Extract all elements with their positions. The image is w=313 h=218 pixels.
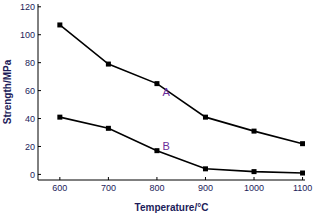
marker bbox=[203, 115, 208, 120]
y-tick bbox=[38, 62, 41, 63]
chart: 0 20 40 60 80 100 120 600 700 800 900 1000 1100 Tempe… bbox=[0, 0, 313, 218]
x-tick-label: 1000 bbox=[244, 183, 264, 193]
marker bbox=[300, 171, 305, 176]
x-tick-label: 600 bbox=[52, 183, 67, 193]
y-tick-label: 100 bbox=[20, 30, 35, 40]
marker bbox=[300, 141, 305, 146]
x-tick bbox=[254, 177, 255, 180]
y-tick bbox=[38, 34, 41, 35]
marker bbox=[252, 129, 257, 134]
x-tick bbox=[205, 177, 206, 180]
marker bbox=[106, 62, 111, 67]
x-tick-label: 900 bbox=[198, 183, 213, 193]
x-tick-label: 800 bbox=[149, 183, 164, 193]
marker bbox=[154, 81, 159, 86]
marker bbox=[154, 148, 159, 153]
y-tick bbox=[38, 6, 41, 7]
x-tick bbox=[156, 177, 157, 180]
x-axis bbox=[38, 180, 305, 181]
marker bbox=[57, 115, 62, 120]
series-label: B bbox=[163, 140, 170, 152]
y-tick-label: 0 bbox=[30, 170, 35, 180]
y-tick-label: 80 bbox=[25, 58, 35, 68]
y-tick bbox=[38, 90, 41, 91]
y-tick bbox=[38, 118, 41, 119]
x-axis-label: Temperature/°C bbox=[135, 202, 209, 213]
series-line bbox=[60, 117, 303, 173]
plot-area bbox=[57, 22, 305, 175]
y-tick-label: 60 bbox=[25, 86, 35, 96]
y-tick bbox=[38, 174, 41, 175]
y-axis bbox=[38, 4, 39, 180]
y-tick-label: 20 bbox=[25, 142, 35, 152]
chart-root: 0 20 40 60 80 100 120 600 700 800 900 1000 1100 Tempe… bbox=[0, 0, 313, 218]
x-tick-label: 700 bbox=[101, 183, 116, 193]
series-label: A bbox=[163, 86, 171, 98]
x-tick bbox=[59, 177, 60, 180]
marker bbox=[203, 166, 208, 171]
marker bbox=[252, 169, 257, 174]
y-axis-label: Strength/MPa bbox=[2, 59, 13, 124]
marker bbox=[106, 126, 111, 131]
x-tick-label: 1100 bbox=[293, 183, 312, 193]
x-tick bbox=[302, 177, 303, 180]
marker bbox=[57, 22, 62, 27]
y-tick-label: 40 bbox=[25, 114, 35, 124]
x-tick bbox=[108, 177, 109, 180]
y-tick-label: 120 bbox=[20, 2, 35, 12]
y-tick bbox=[38, 146, 41, 147]
